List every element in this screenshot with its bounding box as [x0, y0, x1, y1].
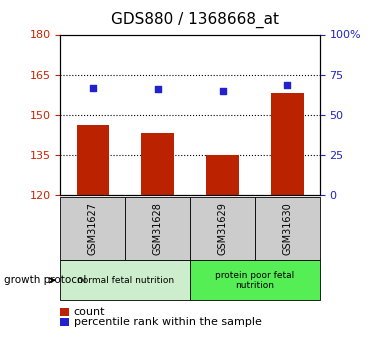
- Bar: [142, 134, 174, 195]
- Text: GSM31629: GSM31629: [218, 202, 227, 255]
- Text: count: count: [74, 307, 105, 317]
- Bar: [255, 197, 320, 260]
- Bar: [190, 197, 255, 260]
- Point: [154, 87, 161, 92]
- Point: [284, 82, 291, 88]
- Text: percentile rank within the sample: percentile rank within the sample: [74, 317, 262, 327]
- Text: normal fetal nutrition: normal fetal nutrition: [77, 276, 174, 285]
- Bar: [190, 260, 320, 300]
- Text: GSM31630: GSM31630: [282, 202, 292, 255]
- Bar: [206, 155, 239, 195]
- Bar: [125, 197, 190, 260]
- Text: protein poor fetal
nutrition: protein poor fetal nutrition: [215, 270, 294, 290]
- Text: GSM31628: GSM31628: [153, 202, 163, 255]
- Text: GDS880 / 1368668_at: GDS880 / 1368668_at: [111, 12, 279, 28]
- Text: GSM31627: GSM31627: [88, 202, 98, 255]
- Text: growth protocol: growth protocol: [4, 275, 86, 285]
- Bar: [77, 126, 109, 195]
- Bar: [60, 197, 125, 260]
- Point: [220, 88, 226, 93]
- Bar: [60, 260, 190, 300]
- Bar: [271, 93, 303, 195]
- Point: [90, 85, 96, 91]
